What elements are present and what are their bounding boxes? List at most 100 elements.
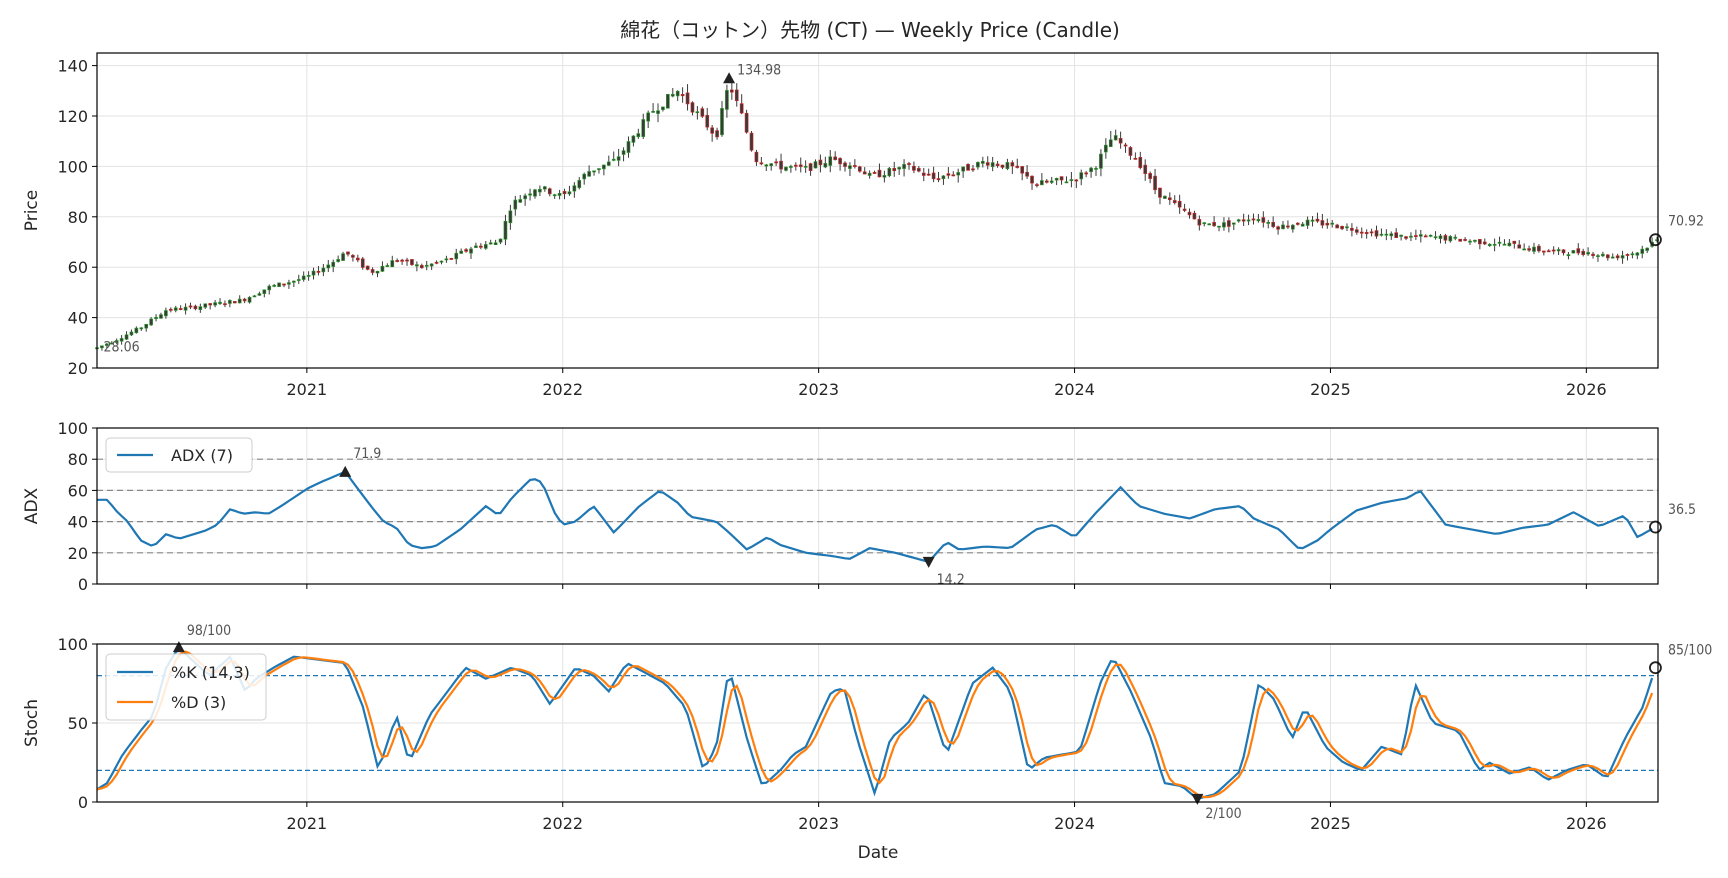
candle-up xyxy=(518,199,523,203)
candle-up xyxy=(980,161,985,164)
candle-up xyxy=(144,323,149,329)
candle-up xyxy=(764,164,769,167)
price-min-label: 28.06 xyxy=(104,340,140,356)
adx-y-tick-label: 20 xyxy=(68,544,88,563)
candle-down xyxy=(1591,253,1595,256)
adx-legend-label: ADX (7) xyxy=(171,446,233,465)
candle-down xyxy=(370,269,375,273)
stoch-y-axis-label: Stoch xyxy=(22,699,42,747)
candle-up xyxy=(538,188,542,193)
candle-up xyxy=(1281,224,1285,230)
candle-down xyxy=(1276,226,1280,230)
stoch-legend: %K (14,3) %D (3) xyxy=(105,653,267,721)
candle-down xyxy=(1350,227,1354,231)
candle-up xyxy=(720,108,724,136)
candle-down xyxy=(193,305,198,310)
candle-down xyxy=(1359,231,1364,234)
candle-down xyxy=(1478,239,1482,245)
candle-down xyxy=(1286,225,1290,228)
candle-up xyxy=(129,331,134,336)
candle-down xyxy=(680,94,685,97)
candle-down xyxy=(853,165,857,167)
candle-up xyxy=(503,220,508,240)
candle-up xyxy=(508,210,513,224)
candle-up xyxy=(572,185,577,192)
candle-up xyxy=(1640,248,1645,254)
candle-down xyxy=(1261,217,1266,223)
candle-up xyxy=(1418,234,1423,237)
candle-up xyxy=(1507,242,1512,247)
candle-up xyxy=(1069,179,1074,181)
candle-up xyxy=(1635,252,1640,256)
candle-down xyxy=(1625,254,1630,256)
candle-up xyxy=(341,253,345,261)
candle-up xyxy=(154,317,158,320)
candle-down xyxy=(818,159,823,166)
adx-y-axis-label: ADX xyxy=(22,487,42,524)
candle-up xyxy=(287,282,291,285)
candle-down xyxy=(877,169,882,178)
candle-down xyxy=(1182,208,1187,211)
price-y-tick-label: 120 xyxy=(57,107,88,126)
stoch-min-label: 2/100 xyxy=(1205,806,1241,822)
candle-up xyxy=(597,168,601,171)
candle-up xyxy=(1428,234,1433,237)
candle-up xyxy=(454,252,459,260)
candle-down xyxy=(1227,220,1231,227)
candle-up xyxy=(1005,162,1010,169)
candle-down xyxy=(1167,197,1172,201)
candle-down xyxy=(793,164,798,167)
candle-up xyxy=(813,161,818,169)
candle-up xyxy=(1108,139,1113,148)
adx-min-label: 14.2 xyxy=(937,572,965,588)
candle-down xyxy=(282,283,286,286)
candle-up xyxy=(990,162,995,167)
candle-up xyxy=(582,173,587,180)
candle-up xyxy=(1291,224,1295,230)
candle-up xyxy=(1217,225,1221,228)
candle-down xyxy=(744,112,749,133)
candle-up xyxy=(897,167,901,170)
stoch-panel: 0 50 100 Stoch 98/100 2/100 85/100 %K (14,3) %D … xyxy=(22,623,1712,833)
candle-up xyxy=(336,259,340,262)
stoch-d-line xyxy=(96,650,1654,799)
candle-up xyxy=(1571,250,1576,254)
candle-down xyxy=(946,173,951,176)
candle-down xyxy=(892,168,897,171)
candle-down xyxy=(1044,180,1049,183)
candle-down xyxy=(208,303,213,306)
candle-down xyxy=(931,172,936,180)
candle-up xyxy=(577,180,582,189)
x-axis-label: Date xyxy=(858,843,899,863)
candle-down xyxy=(710,127,714,134)
price-y-tick-label: 100 xyxy=(57,157,88,176)
candle-up xyxy=(257,293,262,296)
candle-down xyxy=(351,255,355,258)
candle-up xyxy=(1330,222,1335,225)
candle-up xyxy=(149,318,153,326)
adx-max-label: 71.9 xyxy=(353,446,381,462)
candle-up xyxy=(119,338,124,342)
stoch-last-label: 85/100 xyxy=(1668,643,1712,659)
candle-up xyxy=(109,342,114,345)
candle-up xyxy=(306,274,311,277)
candle-down xyxy=(242,298,247,302)
candle-down xyxy=(1172,200,1177,204)
candle-down xyxy=(1020,166,1025,174)
candle-up xyxy=(1399,234,1403,237)
candle-up xyxy=(828,156,833,166)
candle-up xyxy=(1468,240,1472,243)
candle-down xyxy=(1561,249,1566,254)
candle-up xyxy=(656,110,660,114)
candle-up xyxy=(1049,180,1054,183)
candle-up xyxy=(1522,248,1526,251)
candle-down xyxy=(1581,250,1586,255)
stoch-max-marker xyxy=(172,641,185,653)
candle-down xyxy=(1482,241,1487,245)
candle-up xyxy=(183,306,188,311)
candle-up xyxy=(114,340,119,343)
candle-down xyxy=(808,163,813,171)
candle-up xyxy=(105,343,109,346)
candle-down xyxy=(434,261,439,264)
candle-up xyxy=(331,261,336,267)
